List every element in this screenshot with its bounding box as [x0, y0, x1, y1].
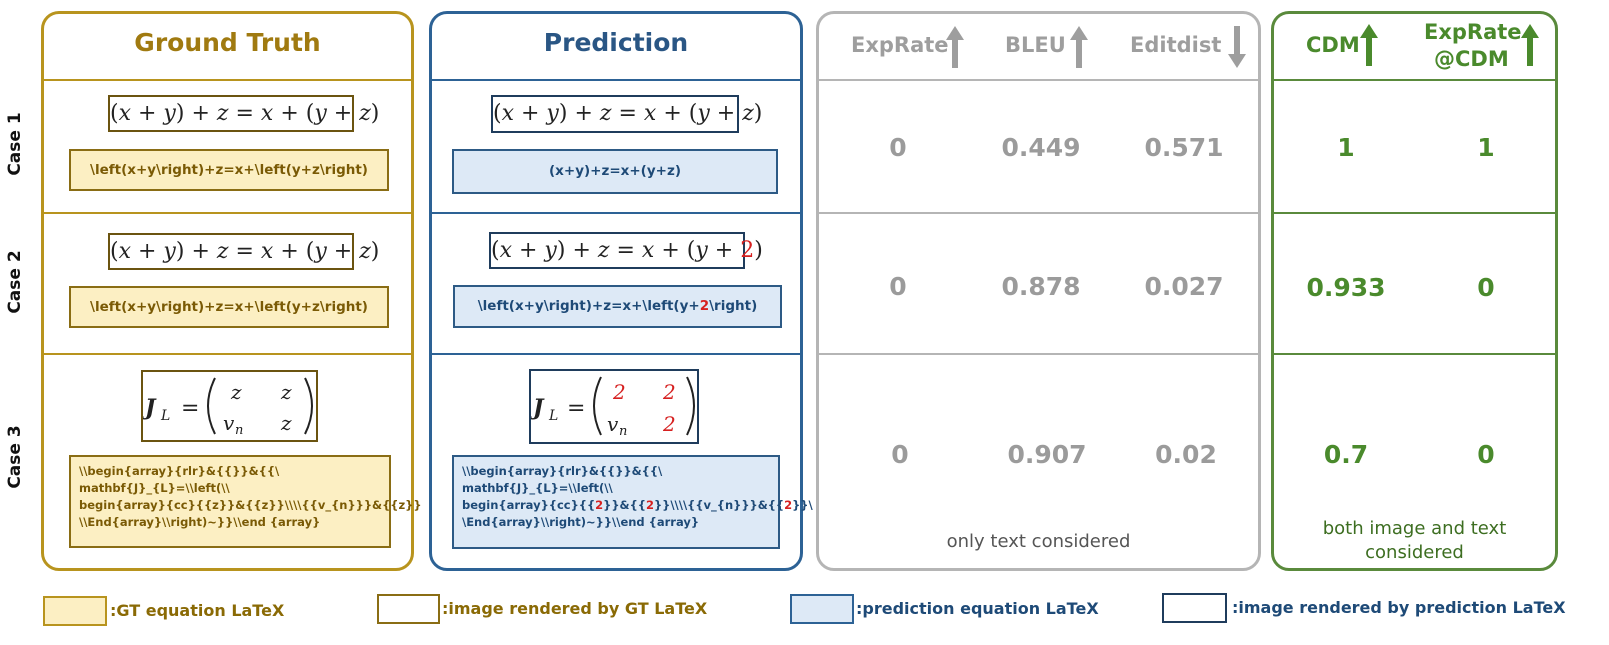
cdm-case-2: 0.933	[1306, 273, 1386, 302]
prediction-title: Prediction	[543, 28, 689, 57]
exprate-cdm-case-3: 0	[1477, 440, 1495, 469]
exprate-header: ExpRate	[851, 33, 949, 57]
pred-latex-case-3-line-3: begin{array}{cc}{{2}}&{{2}}\\\\{{v_{n}}}…	[462, 498, 813, 512]
legend-pred-latex-label: :prediction equation LaTeX	[856, 599, 1099, 618]
cdm-metrics-panel: CDM ExpRate @CDM 1 1 0.933 0 0.7 0 both …	[1271, 11, 1558, 571]
bleu-case-3: 0.907	[1007, 440, 1087, 469]
svg-text:v: v	[607, 412, 619, 436]
pred-rendered-equation-case-2: (x + y) + z = x + (y + 2)	[489, 232, 763, 269]
gt-rendered-matrix-case-3: J L = z z v n z	[141, 370, 318, 442]
editdist-case-3: 0.02	[1155, 440, 1217, 469]
pred-rendered-equation-case-1: (x + y) + z = x + (y + z)	[491, 95, 762, 133]
svg-text:2: 2	[662, 412, 676, 436]
exprate-cdm-case-2: 0	[1477, 273, 1495, 302]
case-2-label: Case 2	[5, 250, 25, 314]
svg-text:L: L	[548, 408, 558, 424]
editdist-header: Editdist	[1130, 33, 1222, 57]
gt-latex-case-3: \\begin{array}{rlr}&{{}}&{{\ mathbf{J}_{…	[69, 455, 422, 548]
arrow-up-icon	[1070, 26, 1088, 68]
legend-pred-image-swatch	[1162, 593, 1227, 623]
exprate-cdm-case-1: 1	[1477, 133, 1495, 162]
arrow-down-icon	[1228, 26, 1246, 68]
svg-text:J: J	[531, 395, 545, 421]
ground-truth-panel: Ground Truth (x + y) + z = x + (y + z) \…	[41, 11, 422, 571]
case-3-label: Case 3	[5, 425, 25, 489]
cdm-header: CDM	[1306, 33, 1360, 57]
both-considered-note-line-1: both image and text	[1322, 518, 1507, 539]
svg-text:z: z	[280, 380, 292, 404]
svg-text:n: n	[619, 424, 627, 439]
exprate-cdm-header-line-1: ExpRate	[1424, 20, 1522, 44]
bleu-case-1: 0.449	[1001, 133, 1081, 162]
svg-text:z: z	[280, 411, 292, 435]
legend-gt-image-swatch	[377, 594, 440, 624]
exprate-case-1: 0	[889, 133, 907, 162]
gt-latex-case-3-line-3: begin{array}{cc}{{z}}&{{z}}\\\\{{v_{n}}}…	[79, 498, 422, 512]
bleu-case-2: 0.878	[1001, 272, 1081, 301]
svg-text:L: L	[160, 408, 170, 424]
pred-latex-case-2-after: \right)	[709, 298, 758, 314]
svg-text:z: z	[230, 380, 242, 404]
gt-rendered-equation-case-2: (x + y) + z = x + (y + z)	[108, 233, 379, 270]
legend-gt-image-label: :image rendered by GT LaTeX	[442, 599, 708, 618]
gt-latex-case-3-line-4: \\End{array}\\right)~}}\\end {array}	[79, 515, 321, 529]
pred-latex-case-3: \\begin{array}{rlr}&{{}}&{{\ mathbf{J}_{…	[452, 455, 813, 549]
editdist-case-1: 0.571	[1144, 133, 1224, 162]
gt-rendered-equation-case-1: (x + y) + z = x + (y + z)	[108, 95, 379, 132]
pred-latex-case-2-error: 2	[699, 298, 710, 314]
legend-gt-latex-swatch	[43, 596, 107, 626]
gt-matrix-graphic: J L = z z v n z	[141, 377, 313, 438]
bleu-header: BLEU	[1005, 33, 1066, 57]
legend-pred-image-label: :image rendered by prediction LaTeX	[1232, 598, 1566, 617]
exprate-case-2: 0	[889, 272, 907, 301]
gt-latex-case-2: \left(x+y\right)+z=x+\left(y+z\right)	[69, 286, 389, 328]
text-only-note: only text considered	[946, 531, 1131, 552]
svg-text:n: n	[235, 423, 243, 438]
cdm-case-1: 1	[1337, 133, 1355, 162]
arrow-up-icon	[1360, 24, 1378, 66]
svg-text:J: J	[143, 395, 157, 421]
svg-text:=: =	[567, 396, 585, 421]
exprate-cdm-header-line-2: @CDM	[1434, 47, 1509, 71]
pred-latex-case-2-before: \left(x+y\right)+z=x+\left(y+	[477, 298, 700, 314]
legend-pred-latex-swatch	[790, 594, 854, 624]
pred-matrix-graphic: J L = 2 2 v n 2	[529, 376, 695, 439]
svg-text:=: =	[181, 396, 199, 421]
svg-text:v: v	[223, 411, 235, 435]
prediction-panel: Prediction (x + y) + z = x + (y + z) (x+…	[429, 11, 813, 571]
ground-truth-title: Ground Truth	[134, 28, 321, 57]
pred-latex-case-1: (x+y)+z=x+(y+z)	[452, 149, 778, 194]
editdist-case-2: 0.027	[1144, 272, 1224, 301]
gt-latex-case-1: \left(x+y\right)+z=x+\left(y+z\right)	[69, 149, 389, 191]
legend-gt-latex-label: :GT equation LaTeX	[110, 601, 285, 620]
arrow-up-icon	[1521, 24, 1539, 66]
text-metrics-panel: ExpRate BLEU Editdist 0 0.449 0.571 0 0.…	[816, 11, 1261, 571]
pred-latex-case-3-line-1: \\begin{array}{rlr}&{{}}&{{\	[462, 464, 663, 478]
case-1-label: Case 1	[5, 112, 25, 176]
pred-latex-case-2: \left(x+y\right)+z=x+\left(y+2\right)	[453, 285, 782, 328]
arrow-up-icon	[946, 26, 964, 68]
gt-latex-case-3-line-2: mathbf{J}_{L}=\\left(\\	[79, 481, 230, 495]
svg-text:2: 2	[612, 380, 626, 404]
pred-latex-case-3-line-4: \End{array}\\right)~}}\\end {array}	[462, 515, 700, 529]
pred-rendered-matrix-case-3: J L = 2 2 v n 2	[529, 369, 699, 444]
cdm-case-3: 0.7	[1323, 440, 1369, 469]
pred-latex-case-3-line-2: mathbf{J}_{L}=\\left(\\	[462, 481, 613, 495]
both-considered-note-line-2: considered	[1365, 542, 1464, 563]
gt-latex-case-3-line-1: \\begin{array}{rlr}&{{}}&{{\	[79, 464, 280, 478]
exprate-case-3: 0	[891, 440, 909, 469]
svg-text:2: 2	[662, 380, 676, 404]
